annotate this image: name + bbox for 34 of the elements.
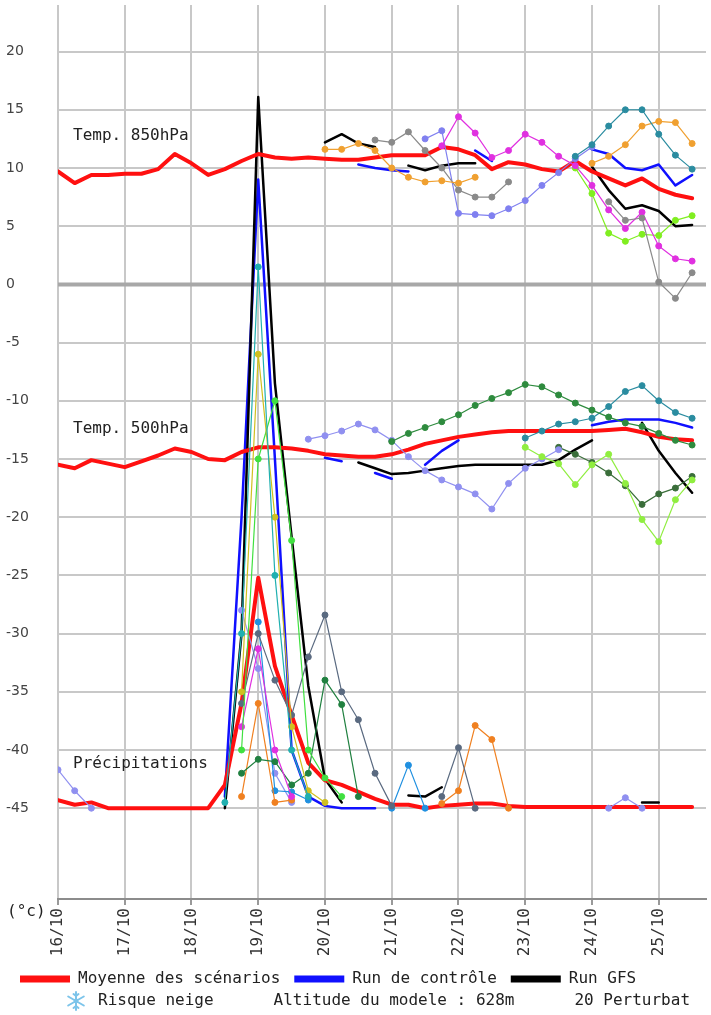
x-tick-label: 25/10 <box>647 908 667 957</box>
y-tick-label: 20 <box>6 42 24 59</box>
x-tick-label: 22/10 <box>447 908 467 957</box>
annotation: Temp. 850hPa <box>73 124 189 144</box>
x-tick-label: 20/10 <box>314 908 334 957</box>
y-tick-label: 0 <box>6 275 15 292</box>
y-tick-label: -40 <box>6 740 29 757</box>
x-tick-label: 17/10 <box>113 908 133 957</box>
legend-label: Run de contrôle <box>352 968 497 988</box>
text: 20 Perturbat <box>574 990 691 1010</box>
legend-label: Run GFS <box>568 968 637 988</box>
y-tick-label: -45 <box>6 798 29 815</box>
x-tick-label: 23/10 <box>514 908 534 957</box>
y-tick-label: -30 <box>6 624 29 641</box>
y-axis-title: (°c) <box>7 901 46 921</box>
legend-label: Moyenne des scénarios <box>78 968 281 988</box>
y-tick-label: 5 <box>6 216 15 233</box>
y-tick-label: 10 <box>6 158 24 175</box>
x-tick-label: 19/10 <box>247 908 267 957</box>
x-tick-label: 24/10 <box>581 908 601 957</box>
y-tick-label: -35 <box>6 682 29 699</box>
y-tick-label: -5 <box>6 333 20 350</box>
text: Risque neige <box>98 990 214 1010</box>
x-tick-label: 18/10 <box>180 908 200 957</box>
y-tick-label: -15 <box>6 449 29 466</box>
x-tick-label: 21/10 <box>380 908 400 957</box>
x-tick-label: 16/10 <box>47 908 67 957</box>
y-tick-label: -25 <box>6 566 29 583</box>
annotation: Précipitations <box>73 753 208 773</box>
y-tick-label: 15 <box>6 100 24 117</box>
annotation: Temp. 500hPa <box>73 417 189 437</box>
text: Altitude du modele : 628m <box>273 990 515 1010</box>
y-tick-label: -10 <box>6 391 29 408</box>
y-tick-label: -20 <box>6 507 29 524</box>
